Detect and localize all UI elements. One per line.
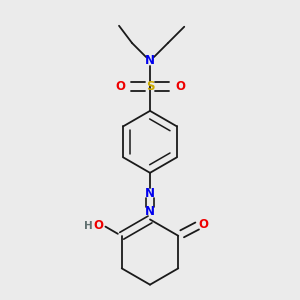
- Text: N: N: [145, 187, 155, 200]
- Text: O: O: [199, 218, 209, 231]
- Text: O: O: [93, 220, 103, 232]
- Text: O: O: [175, 80, 185, 93]
- Text: O: O: [115, 80, 125, 93]
- Text: N: N: [145, 55, 155, 68]
- Text: H: H: [84, 221, 93, 231]
- Text: S: S: [146, 80, 154, 93]
- Text: N: N: [145, 205, 155, 218]
